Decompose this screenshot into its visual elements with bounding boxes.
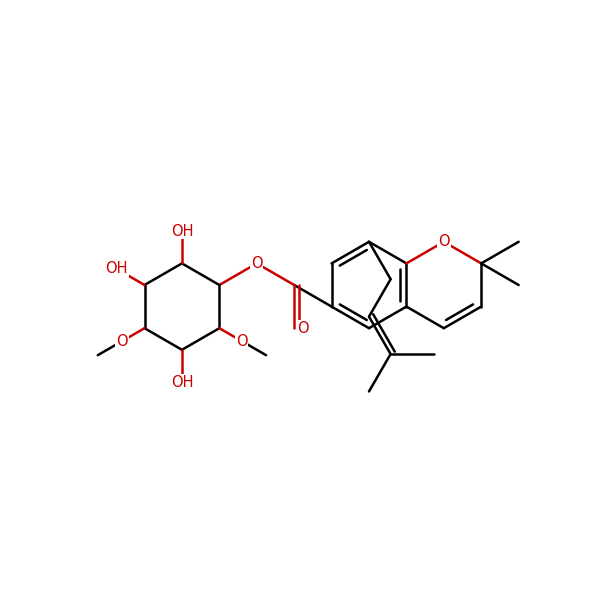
Text: O: O bbox=[251, 256, 263, 271]
Text: OH: OH bbox=[170, 224, 193, 239]
Text: O: O bbox=[438, 234, 449, 250]
Text: OH: OH bbox=[105, 262, 128, 276]
Text: O: O bbox=[116, 334, 128, 349]
Text: OH: OH bbox=[170, 374, 193, 390]
Text: O: O bbox=[298, 320, 309, 335]
Text: O: O bbox=[236, 334, 248, 349]
